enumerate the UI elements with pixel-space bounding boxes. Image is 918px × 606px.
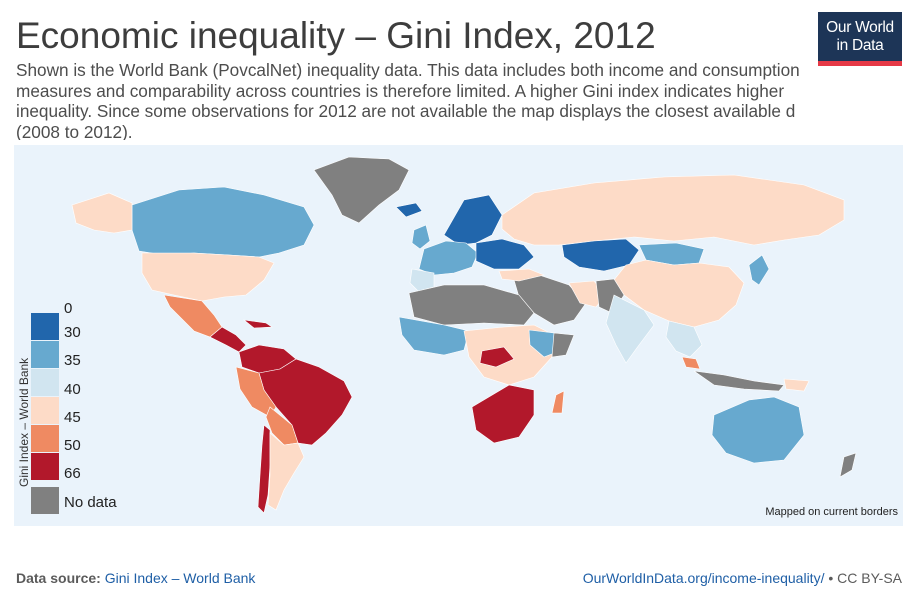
legend-tick-0: 0 [64,300,73,317]
region-indonesia[interactable] [693,370,785,392]
data-source: Data source: Gini Index – World Bank [16,570,255,586]
chart-subtitle: Shown is the World Bank (PovcalNet) ineq… [16,60,916,140]
data-source-label: Data source: [16,570,101,586]
region-argentina[interactable] [267,432,305,511]
world-map[interactable] [14,145,903,526]
region-horn[interactable] [551,332,575,358]
logo-line-1: Our World [826,19,894,36]
region-scandinavia[interactable] [443,194,503,246]
region-western-europe[interactable] [418,240,479,276]
region-png[interactable] [783,378,810,392]
license-label[interactable]: CC BY-SA [837,570,902,586]
legend-swatch-5[interactable] [31,425,59,452]
region-canada[interactable] [131,186,315,258]
region-japan[interactable] [748,254,770,286]
legend-tick-2: 35 [64,352,81,369]
world-map-svg [71,156,857,514]
region-caribbean[interactable] [242,319,273,329]
region-mexico[interactable] [163,294,223,338]
region-iceland[interactable] [395,202,423,218]
legend-swatch-no-data[interactable] [31,487,59,514]
region-russia[interactable] [501,174,845,246]
region-west-africa[interactable] [398,316,470,356]
legend-tick-3: 40 [64,381,81,398]
logo-line-2: in Data [836,37,884,54]
region-north-africa[interactable] [408,284,535,326]
region-southern-africa[interactable] [471,384,535,444]
legend-swatch-3[interactable] [31,369,59,396]
region-new-zealand[interactable] [839,452,857,478]
region-southeast-asia[interactable] [665,320,703,358]
region-eastern-europe[interactable] [475,238,535,270]
region-iberia[interactable] [409,268,435,292]
region-brazil[interactable] [258,358,353,446]
region-china[interactable] [613,259,745,328]
legend-title: Gini Index – World Bank [17,357,31,487]
data-source-link[interactable]: Gini Index – World Bank [104,570,256,586]
owid-url-link[interactable]: OurWorldInData.org/income-inequality/ [582,570,825,586]
region-zambia[interactable] [479,346,515,368]
footer-separator: • [828,570,834,586]
legend-tick-6: 66 [64,465,81,482]
owid-logo[interactable]: Our World in Data [818,12,902,66]
legend-swatch-2[interactable] [31,341,59,368]
region-central-america[interactable] [209,326,247,353]
region-turkey[interactable] [498,268,545,282]
region-india[interactable] [605,294,655,364]
region-uk[interactable] [411,224,431,250]
legend-swatch-1[interactable] [31,313,59,340]
subtitle-line-4: (2008 to 2012). [16,121,133,141]
subtitle-line-3: inequality. Since some observations for … [16,101,796,121]
legend-swatch-4[interactable] [31,397,59,424]
map-note: Mapped on current borders [765,506,898,518]
chart-title: Economic inequality – Gini Index, 2012 [16,15,656,56]
region-australia[interactable] [711,396,805,464]
legend-tick-4: 45 [64,409,81,426]
subtitle-line-1: Shown is the World Bank (PovcalNet) ineq… [16,60,800,80]
legend-tick-5: 50 [64,437,81,454]
footer-right: OurWorldInData.org/income-inequality/ • … [583,570,902,586]
region-alaska[interactable] [71,192,133,234]
subtitle-line-2: measures and comparability across countr… [16,80,785,101]
legend-swatch-6[interactable] [31,453,59,480]
region-greenland[interactable] [313,156,410,224]
region-malaysia[interactable] [681,356,701,370]
region-madagascar[interactable] [551,390,565,414]
legend-no-data-label: No data [64,494,117,511]
region-usa[interactable] [141,252,275,302]
legend-tick-1: 30 [64,324,81,341]
